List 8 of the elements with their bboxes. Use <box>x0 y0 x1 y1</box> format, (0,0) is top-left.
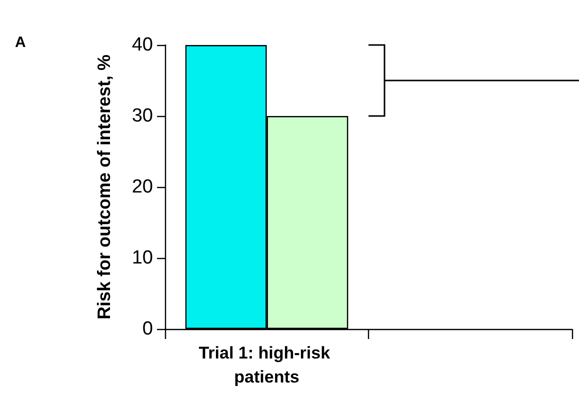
y-tick-label: 40 <box>132 34 153 56</box>
y-tick-label: 30 <box>132 106 153 126</box>
y-tick-label: 10 <box>132 248 153 268</box>
y-tick-label: 0 <box>142 318 153 340</box>
text: A <box>15 34 26 51</box>
y-axis-title: Risk for outcome of interest, % <box>94 54 114 320</box>
y-tick-label: 20 <box>132 176 153 198</box>
x-tick-label: Trial 1: high-risk patients <box>198 344 335 386</box>
